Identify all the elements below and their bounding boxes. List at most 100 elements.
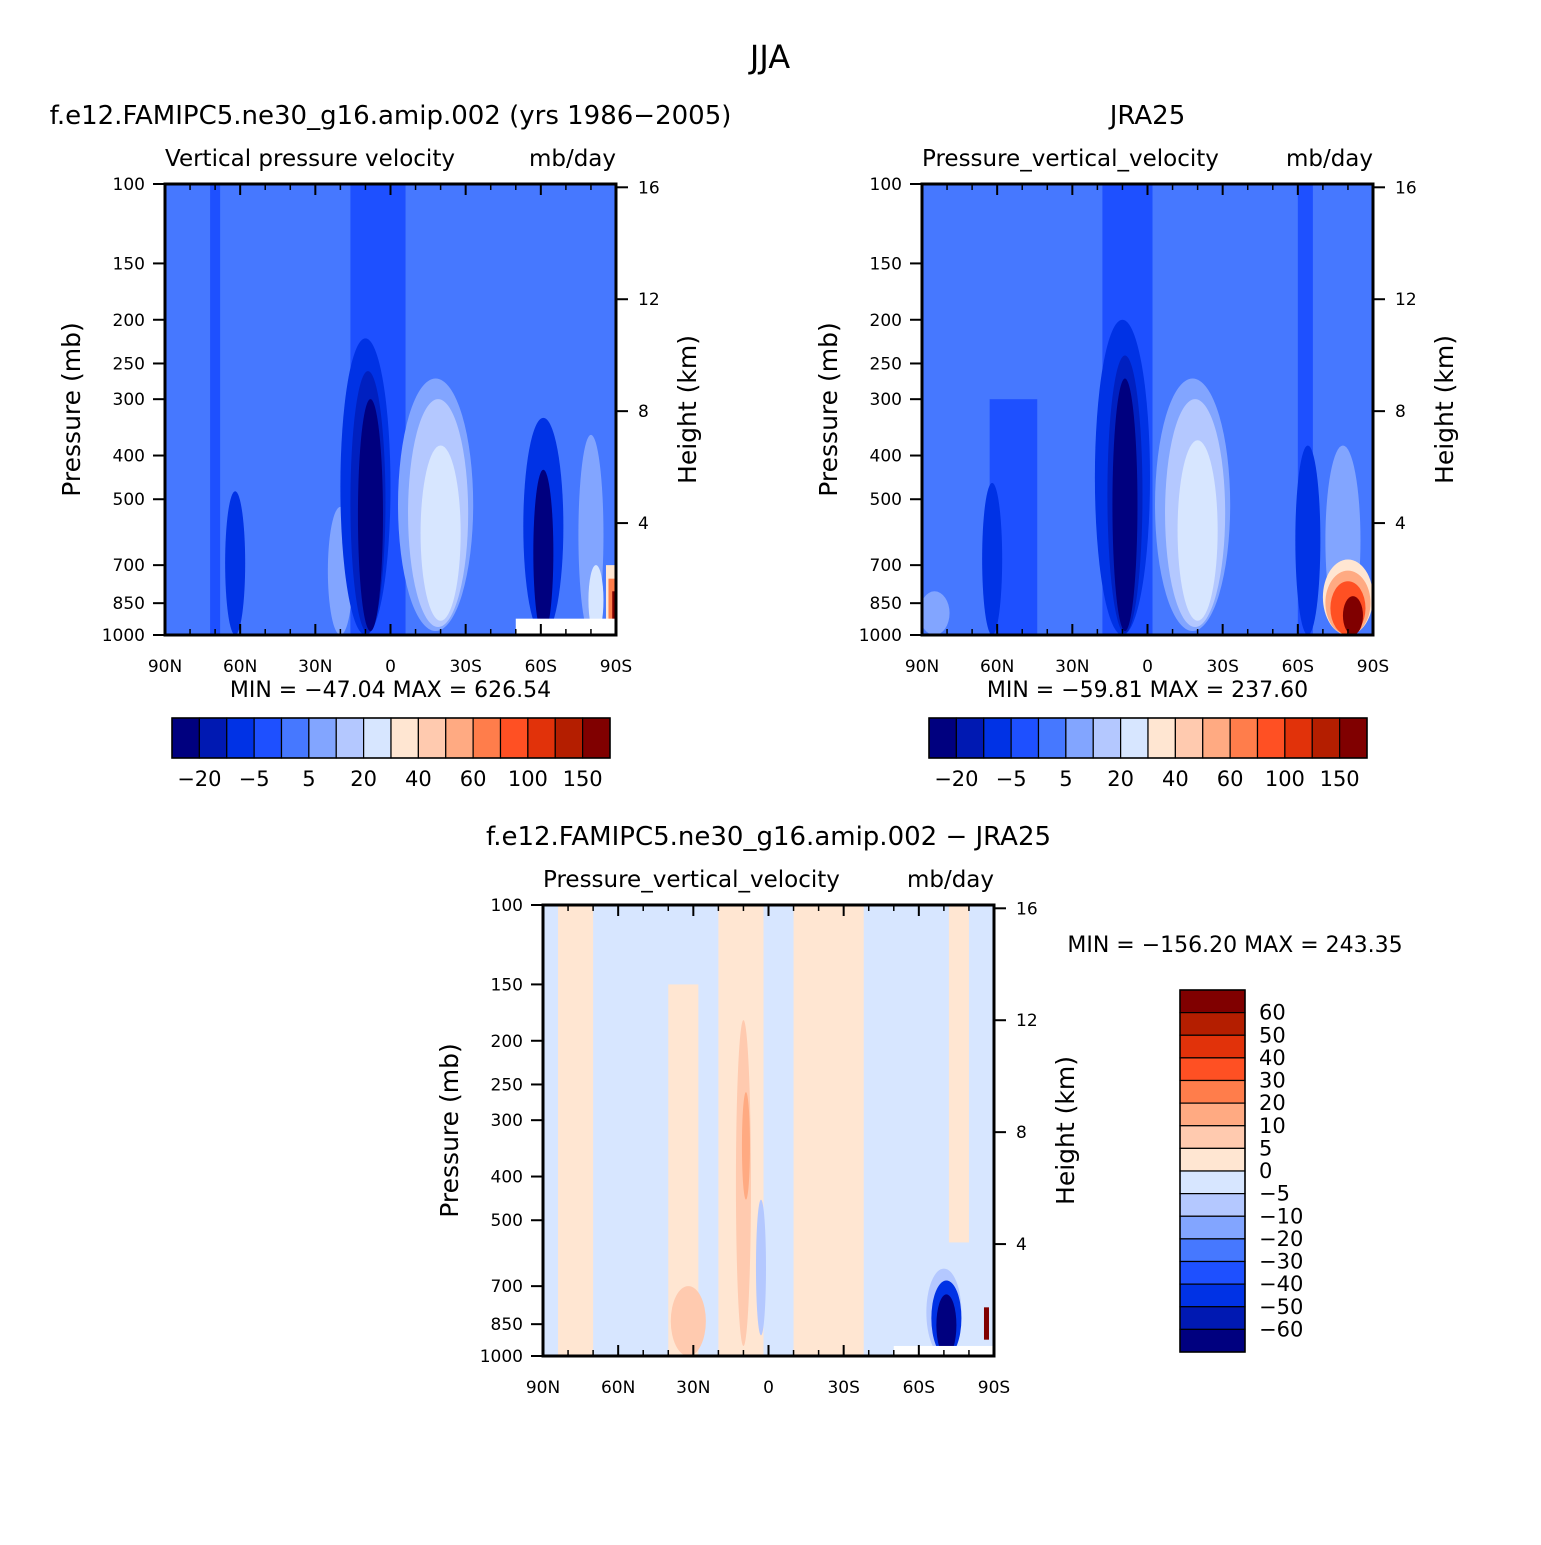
colorbar-swatch: [928, 717, 957, 759]
colorbar-swatch: [1311, 717, 1341, 759]
panel-title: JRA25: [1108, 101, 1186, 131]
contour-region: [612, 591, 616, 635]
y-tick-label: 250: [870, 354, 902, 374]
panel-subtitle-right: mb/day: [1286, 146, 1373, 172]
colorbar-swatch: [955, 717, 985, 759]
height-tick-label: 4: [1016, 1235, 1027, 1255]
contour-region: [225, 491, 246, 635]
x-tick-label: 60N: [601, 1378, 635, 1398]
x-tick-label: 90N: [526, 1378, 560, 1398]
x-tick-label: 90S: [600, 657, 632, 677]
panel-subtitle-left: Vertical pressure velocity: [165, 146, 455, 172]
colorbar-label: −20: [934, 767, 978, 791]
contour-field: [922, 184, 1373, 635]
contour-region: [1177, 440, 1218, 621]
contour-field: [543, 905, 994, 1356]
plots-layer: f.e12.FAMIPC5.ne30_g16.amip.002 (yrs 198…: [50, 101, 1459, 1398]
colorbar-label: 5: [302, 767, 315, 791]
height-tick-label: 4: [638, 514, 649, 534]
colorbar-label: 20: [1259, 1091, 1286, 1115]
y-axis-label: Pressure (mb): [814, 322, 843, 496]
colorbar-label: 40: [405, 767, 432, 791]
x-tick-label: 0: [1142, 657, 1153, 677]
y-tick-label: 700: [870, 556, 902, 576]
colorbar-swatch: [171, 717, 200, 759]
stats-text: MIN = −59.81 MAX = 237.60: [987, 678, 1308, 703]
x-tick-label: 30S: [1206, 657, 1238, 677]
colorbar-swatch: [1256, 717, 1286, 759]
colorbar-swatch: [1092, 717, 1122, 759]
contour-band: [793, 905, 864, 1356]
y-tick-label: 250: [113, 354, 145, 374]
x-tick-label: 0: [763, 1378, 774, 1398]
height-tick-label: 8: [638, 402, 649, 422]
y-tick-label: 200: [870, 311, 902, 331]
colorbar-label: 0: [1259, 1159, 1272, 1183]
height-axis-label: Height (km): [1051, 1056, 1080, 1205]
colorbar-label: −20: [1259, 1227, 1303, 1251]
colorbar-label: 10: [1259, 1114, 1286, 1138]
y-tick-label: 200: [491, 1032, 523, 1052]
contour-region: [936, 1294, 957, 1356]
colorbar-label: 40: [1259, 1046, 1286, 1070]
colorbar-swatch: [417, 717, 447, 759]
x-tick-label: 30N: [1055, 657, 1089, 677]
colorbar-swatch: [1179, 1170, 1246, 1195]
x-tick-label: 30S: [449, 657, 481, 677]
colorbar-swatch: [1179, 1079, 1246, 1104]
contour-region: [588, 565, 604, 635]
panel-subtitle-left: Pressure_vertical_velocity: [543, 867, 840, 893]
colorbar-swatch: [1179, 1057, 1246, 1082]
colorbar-label: 100: [1265, 767, 1305, 791]
contour-region: [1295, 445, 1321, 635]
colorbar-label: 20: [350, 767, 377, 791]
colorbar-swatch: [1179, 1215, 1246, 1240]
height-tick-label: 16: [638, 178, 660, 198]
colorbar-swatch: [363, 717, 392, 759]
height-tick-label: 12: [1395, 290, 1417, 310]
x-tick-label: 60N: [980, 657, 1014, 677]
colorbar-swatch: [1229, 717, 1259, 759]
contour-band: [948, 905, 969, 1243]
height-tick-label: 8: [1395, 402, 1406, 422]
contour-band: [210, 184, 221, 635]
y-tick-label: 400: [491, 1168, 523, 1188]
y-tick-label: 150: [870, 254, 902, 274]
panel-title: f.e12.FAMIPC5.ne30_g16.amip.002 − JRA25: [486, 822, 1051, 852]
y-axis-label: Pressure (mb): [435, 1043, 464, 1217]
x-tick-label: 90N: [905, 657, 939, 677]
panel-subtitle-right: mb/day: [907, 867, 994, 893]
y-tick-label: 200: [113, 311, 145, 331]
colorbar-swatch: [1202, 717, 1231, 759]
colorbar-swatch: [1010, 717, 1040, 759]
colorbar-swatch: [253, 717, 283, 759]
colorbar-label: 5: [1059, 767, 1072, 791]
colorbar-swatch: [1120, 717, 1149, 759]
colorbar-swatch: [390, 717, 419, 759]
x-tick-label: 60S: [1282, 657, 1314, 677]
y-tick-label: 500: [870, 490, 902, 510]
colorbar-label: −50: [1259, 1295, 1303, 1319]
colorbar-swatch: [527, 717, 556, 759]
colorbar-swatch: [1179, 1102, 1246, 1127]
colorbar-swatch: [335, 717, 365, 759]
colorbar-label: 100: [508, 767, 548, 791]
y-tick-label: 250: [491, 1075, 523, 1095]
colorbar-swatch: [198, 717, 228, 759]
y-tick-label: 850: [870, 594, 902, 614]
y-tick-label: 400: [113, 447, 145, 467]
colorbar-swatch: [445, 717, 474, 759]
y-tick-label: 1000: [859, 626, 902, 646]
colorbar-swatch: [1179, 1260, 1246, 1285]
colorbar-label: −5: [239, 767, 270, 791]
colorbar-frame: [171, 717, 611, 759]
y-axis-label: Pressure (mb): [57, 322, 86, 496]
contour-region: [357, 399, 383, 632]
colorbar-swatch: [1179, 1034, 1246, 1059]
x-tick-label: 90S: [1357, 657, 1389, 677]
field-background: [543, 905, 994, 1356]
y-tick-label: 500: [491, 1211, 523, 1231]
colorbar-label: −60: [1259, 1317, 1303, 1341]
contour-band: [558, 905, 594, 1356]
x-tick-label: 90N: [148, 657, 182, 677]
